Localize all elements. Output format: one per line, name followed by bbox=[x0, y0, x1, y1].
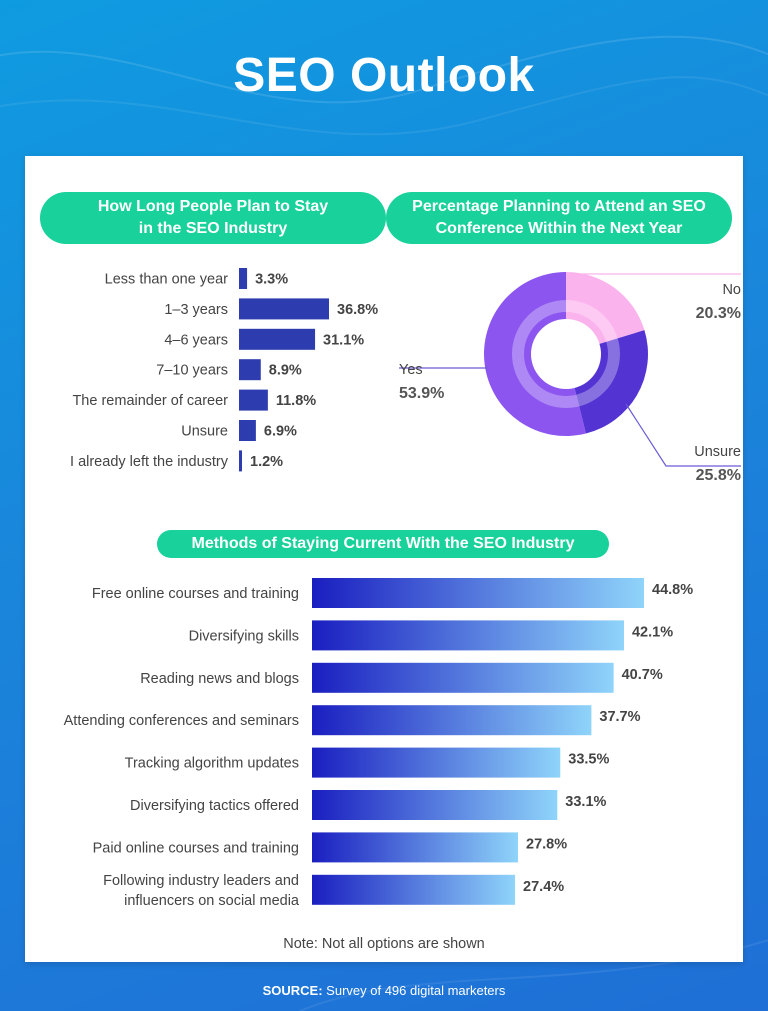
donut-inner-ring bbox=[512, 300, 620, 408]
stay-bar bbox=[239, 328, 316, 350]
page-title: SEO Outlook bbox=[233, 49, 535, 102]
conference-donut-chart: No 20.3% Unsure 25.8% Yes 53.9% bbox=[399, 272, 741, 484]
stay-value-label: 8.9% bbox=[269, 363, 302, 379]
stay-bar bbox=[239, 389, 268, 411]
method-bar bbox=[312, 874, 516, 905]
stay-value-label: 3.3% bbox=[255, 272, 288, 288]
method-category-label: Reading news and blogs bbox=[140, 671, 299, 687]
method-category-label: Free online courses and training bbox=[92, 586, 299, 602]
stay-chart-title-line1: How Long People Plan to Stay bbox=[97, 198, 329, 215]
method-bar bbox=[312, 662, 614, 693]
conference-chart-title-line1: Percentage Planning to Attend an SEO bbox=[412, 198, 706, 215]
stay-bar bbox=[239, 268, 248, 289]
method-category-label: Following industry leaders and influencer… bbox=[103, 873, 300, 909]
method-bar bbox=[312, 705, 592, 736]
donut-value-unsure: 25.8% bbox=[696, 467, 741, 484]
method-value-label: 27.8% bbox=[526, 836, 567, 852]
method-value-label: 42.1% bbox=[632, 624, 673, 640]
stay-value-label: 31.1% bbox=[323, 332, 364, 348]
stay-category-label: 1–3 years bbox=[164, 302, 228, 318]
method-category-label: Attending conferences and seminars bbox=[64, 713, 299, 729]
method-bar bbox=[312, 790, 558, 820]
donut-slice-unsure bbox=[574, 330, 648, 434]
source-label: SOURCE: bbox=[262, 983, 323, 998]
stay-category-label: Unsure bbox=[181, 424, 228, 440]
stay-chart-title-pill: How Long People Plan to Stay in the SEO … bbox=[40, 192, 386, 244]
method-value-label: 40.7% bbox=[622, 667, 663, 683]
method-bar bbox=[312, 832, 519, 863]
methods-bar-chart: Free online courses and training 44.8% Div… bbox=[64, 578, 693, 909]
methods-chart-title-pill: Methods of Staying Current With the SEO … bbox=[157, 530, 609, 558]
stay-category-label: I already left the industry bbox=[70, 454, 229, 470]
stay-duration-bar-chart: Less than one year 3.3% 1–3 years 36.8% 4–6 … bbox=[70, 268, 378, 472]
stay-category-label: 4–6 years bbox=[164, 332, 228, 348]
stay-bar bbox=[239, 298, 329, 320]
stay-bar bbox=[239, 359, 261, 381]
conference-chart-title-line2: Conference Within the Next Year bbox=[435, 220, 683, 237]
method-bar bbox=[312, 578, 644, 608]
conference-chart-title-pill: Percentage Planning to Attend an SEO Con… bbox=[386, 192, 732, 244]
note-text: Note: Not all options are shown bbox=[283, 936, 485, 952]
stay-bar bbox=[239, 450, 242, 472]
method-value-label: 33.1% bbox=[565, 794, 606, 810]
stay-category-label: Less than one year bbox=[105, 272, 229, 288]
donut-label-yes: Yes bbox=[399, 362, 423, 378]
donut-label-unsure: Unsure bbox=[694, 444, 741, 460]
donut-value-yes: 53.9% bbox=[399, 385, 444, 402]
method-value-label: 37.7% bbox=[599, 709, 640, 725]
stay-chart-title-line2: in the SEO Industry bbox=[138, 220, 288, 237]
stay-value-label: 36.8% bbox=[337, 302, 378, 318]
stay-value-label: 1.2% bbox=[250, 454, 283, 470]
source-text: Survey of 496 digital marketers bbox=[322, 983, 506, 998]
donut-label-no: No bbox=[722, 282, 741, 298]
stay-value-label: 11.8% bbox=[276, 393, 316, 409]
method-value-label: 27.4% bbox=[523, 879, 564, 895]
donut-slice-no bbox=[566, 272, 645, 344]
donut-value-no: 20.3% bbox=[696, 305, 741, 322]
source-line: SOURCE: Survey of 496 digital marketers bbox=[0, 983, 768, 998]
method-bar bbox=[312, 747, 561, 778]
leader-line-unsure bbox=[625, 403, 741, 467]
method-bar bbox=[312, 620, 624, 651]
method-category-label: Tracking algorithm updates bbox=[125, 756, 299, 772]
stay-category-label: The remainder of career bbox=[72, 393, 228, 409]
method-value-label: 33.5% bbox=[568, 752, 609, 768]
methods-chart-title: Methods of Staying Current With the SEO … bbox=[191, 535, 575, 552]
stay-value-label: 6.9% bbox=[264, 424, 297, 440]
donut-slice-yes bbox=[483, 272, 586, 436]
method-category-label: Paid online courses and training bbox=[93, 840, 299, 856]
stay-category-label: 7–10 years bbox=[156, 363, 228, 379]
stay-bar bbox=[239, 420, 256, 441]
infographic-card: How Long People Plan to Stay in the SEO … bbox=[25, 156, 743, 962]
method-category-label: Diversifying tactics offered bbox=[130, 798, 299, 814]
method-category-label: Diversifying skills bbox=[189, 628, 299, 644]
method-value-label: 44.8% bbox=[652, 582, 693, 598]
